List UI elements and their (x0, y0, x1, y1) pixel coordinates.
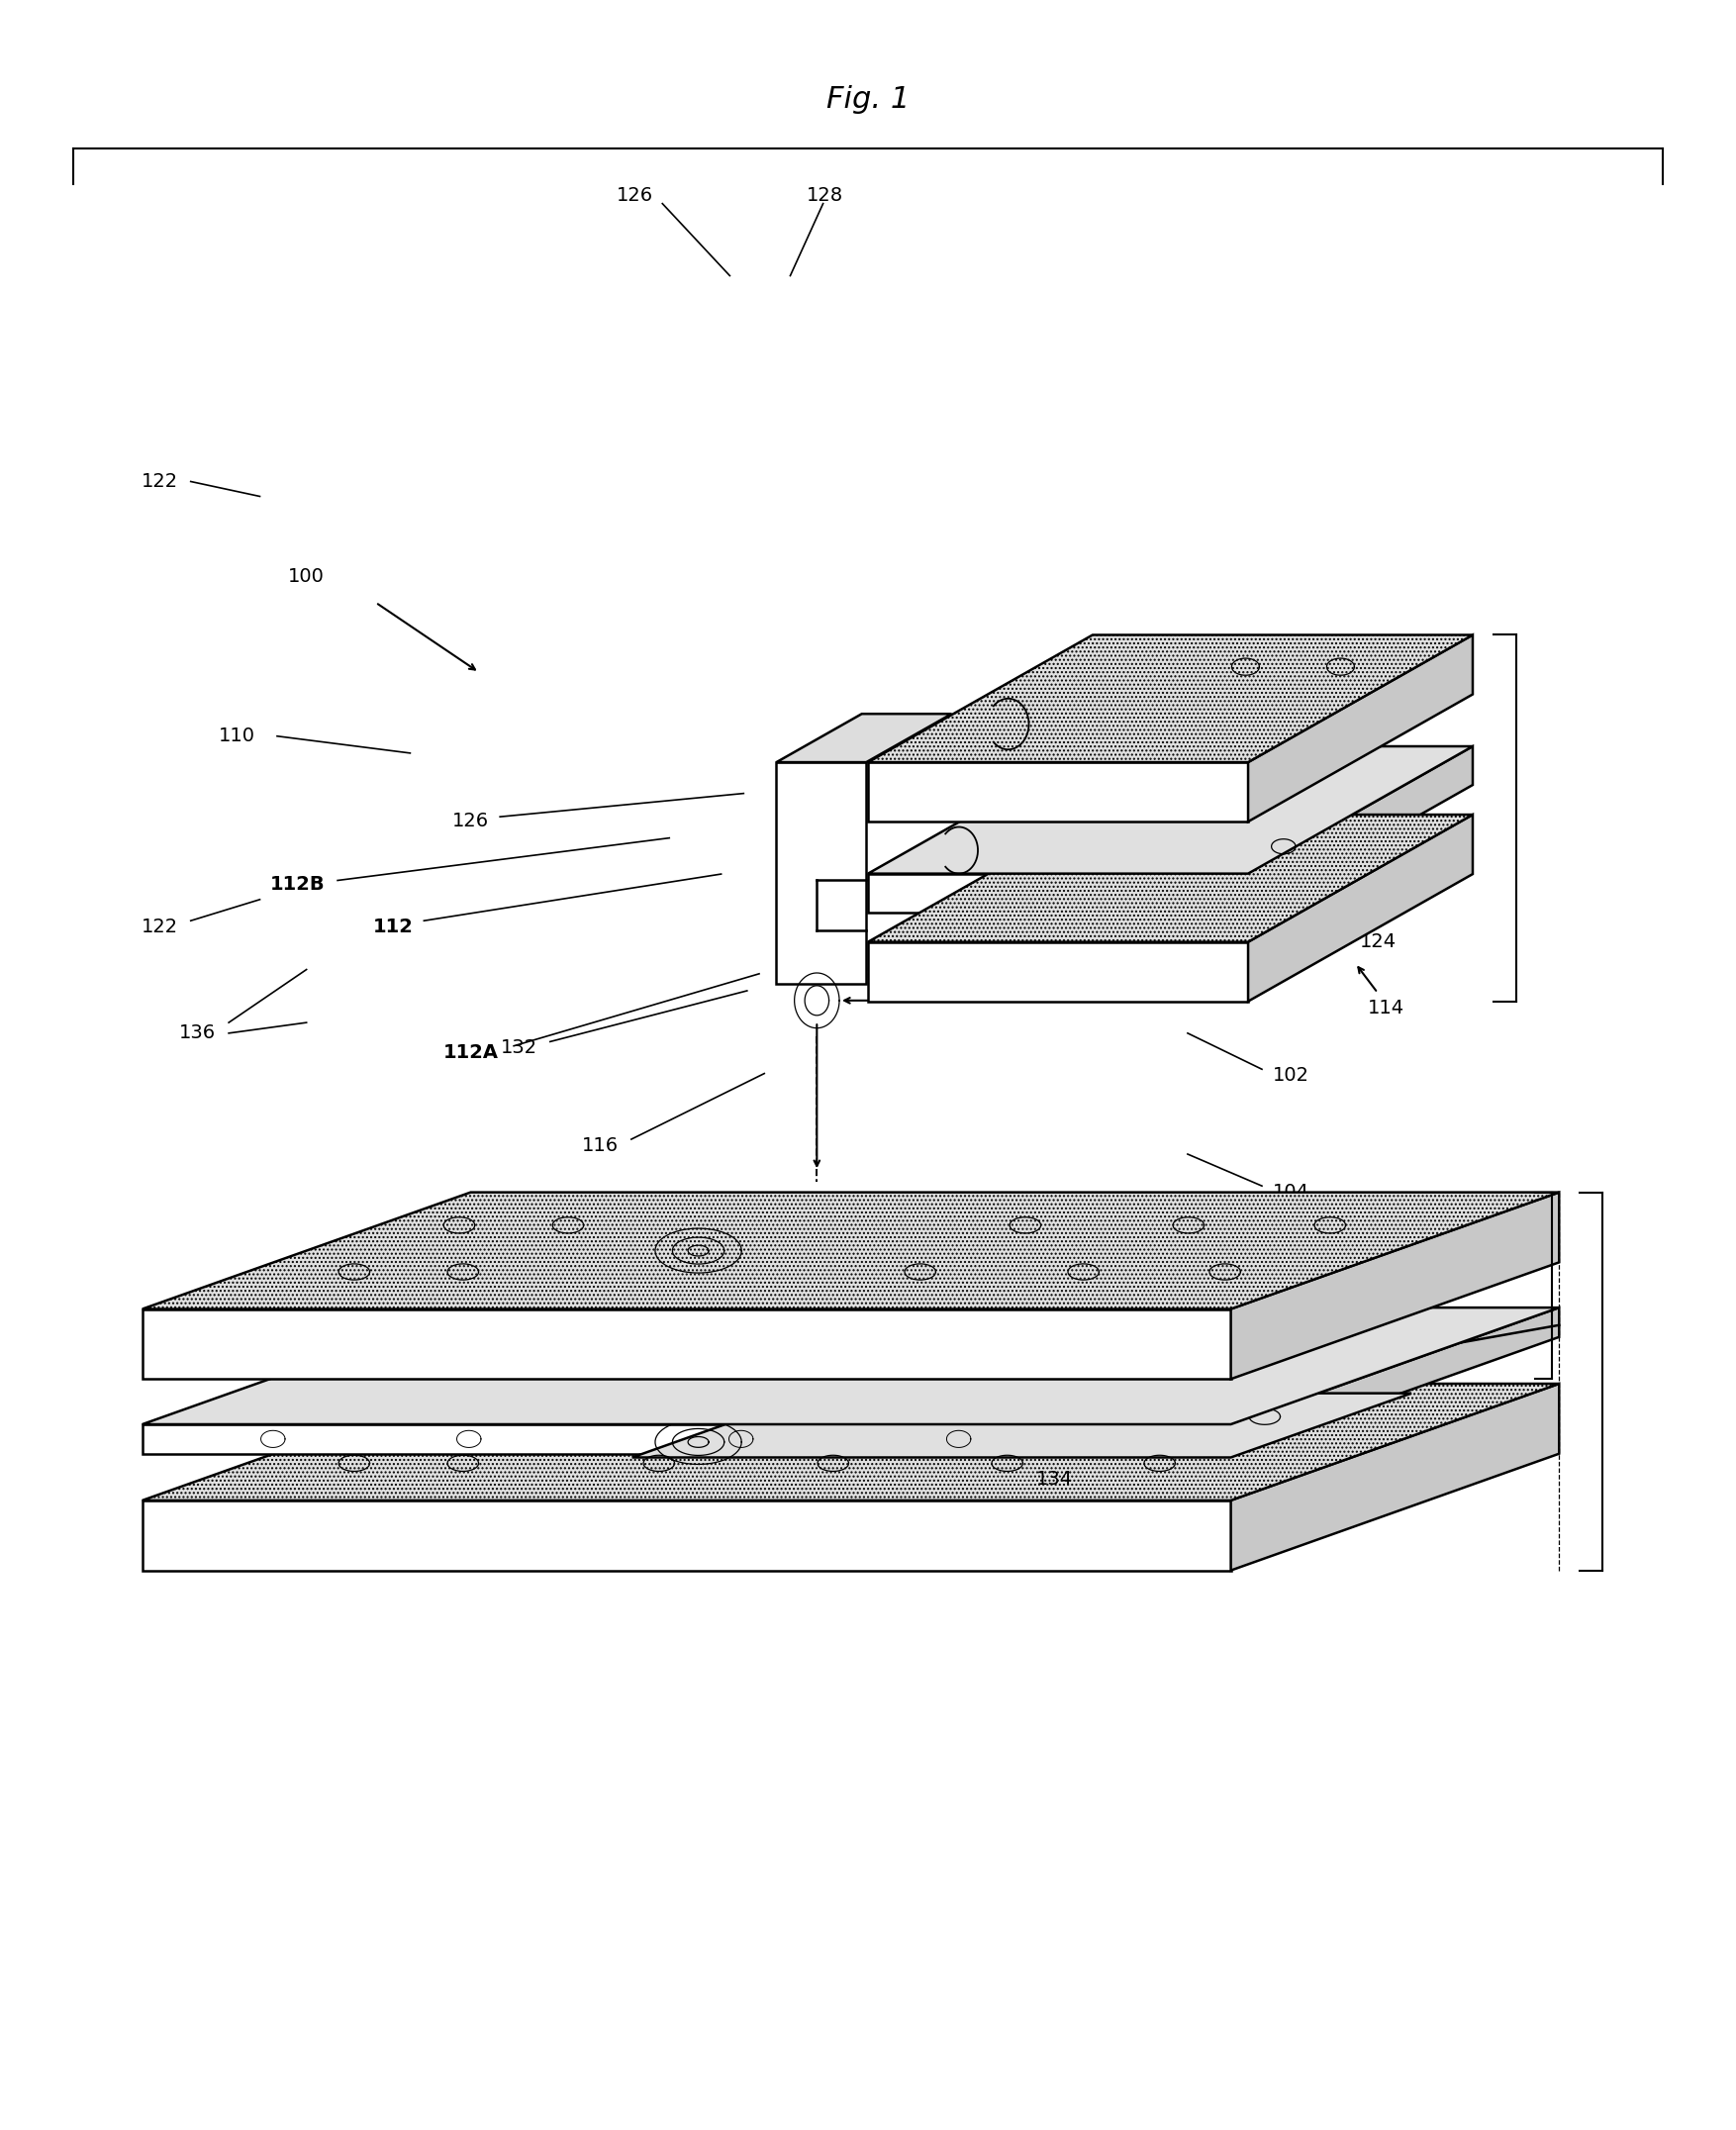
Polygon shape (632, 1393, 1411, 1457)
Text: 112B: 112B (271, 875, 325, 895)
Polygon shape (142, 1500, 1231, 1570)
Text: 116: 116 (582, 1135, 618, 1154)
Polygon shape (868, 873, 1248, 912)
Polygon shape (1231, 1393, 1411, 1476)
Text: 100: 100 (288, 567, 325, 586)
Text: 126: 126 (453, 812, 490, 831)
Text: 120: 120 (812, 1399, 849, 1419)
Polygon shape (632, 1457, 1231, 1476)
Polygon shape (1248, 746, 1472, 912)
Polygon shape (142, 1384, 1559, 1500)
Polygon shape (1231, 1193, 1559, 1378)
Text: 122: 122 (141, 473, 179, 490)
Text: 122: 122 (141, 918, 179, 937)
Text: 110: 110 (219, 726, 255, 746)
Text: 102: 102 (1272, 1067, 1309, 1084)
Text: 136: 136 (179, 1025, 215, 1042)
Polygon shape (868, 635, 1472, 763)
Text: 114: 114 (1368, 999, 1404, 1018)
Text: 126: 126 (616, 185, 653, 204)
Text: 106: 106 (1359, 1235, 1396, 1255)
Text: Fig. 1: Fig. 1 (826, 85, 910, 113)
Text: 112: 112 (373, 918, 413, 937)
Polygon shape (142, 1308, 1559, 1425)
Text: 134: 134 (1036, 1470, 1073, 1489)
Polygon shape (1248, 814, 1472, 1001)
Polygon shape (868, 814, 1472, 941)
Text: 104: 104 (1272, 1182, 1309, 1201)
Polygon shape (776, 763, 866, 984)
Text: 124: 124 (1359, 933, 1396, 952)
Text: 112A: 112A (443, 1044, 498, 1061)
Polygon shape (142, 1425, 1231, 1453)
Polygon shape (1231, 1384, 1559, 1570)
Polygon shape (142, 1193, 1559, 1310)
Text: 102: 102 (1272, 1310, 1309, 1329)
Polygon shape (1231, 1308, 1559, 1453)
Polygon shape (142, 1310, 1231, 1378)
Polygon shape (868, 941, 1248, 1001)
Polygon shape (868, 763, 1248, 822)
Text: 132: 132 (500, 1039, 538, 1056)
Polygon shape (868, 746, 1472, 873)
Text: 128: 128 (807, 185, 844, 204)
Text: 130: 130 (1255, 748, 1292, 767)
Polygon shape (1248, 635, 1472, 822)
Text: 118: 118 (703, 1399, 740, 1419)
Polygon shape (776, 714, 951, 763)
Text: 108: 108 (1385, 1331, 1422, 1350)
